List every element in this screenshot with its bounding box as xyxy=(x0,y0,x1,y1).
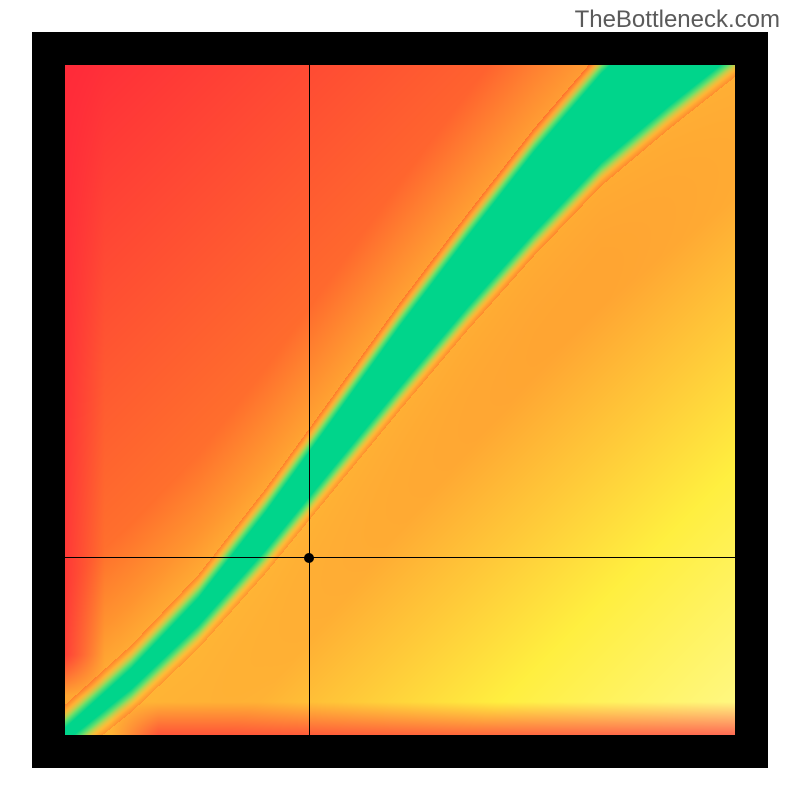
chart-frame xyxy=(32,32,768,768)
watermark-text: TheBottleneck.com xyxy=(575,6,780,34)
crosshair-vertical xyxy=(309,64,310,736)
chart-container: TheBottleneck.com xyxy=(0,0,800,800)
crosshair-horizontal xyxy=(64,557,736,558)
plot-border-top xyxy=(64,64,736,65)
plot-border-right xyxy=(735,64,736,736)
heatmap-plot xyxy=(64,64,736,736)
plot-border-bottom xyxy=(64,735,736,736)
plot-border-left xyxy=(64,64,65,736)
data-point xyxy=(304,553,314,563)
heatmap-canvas xyxy=(64,64,736,736)
